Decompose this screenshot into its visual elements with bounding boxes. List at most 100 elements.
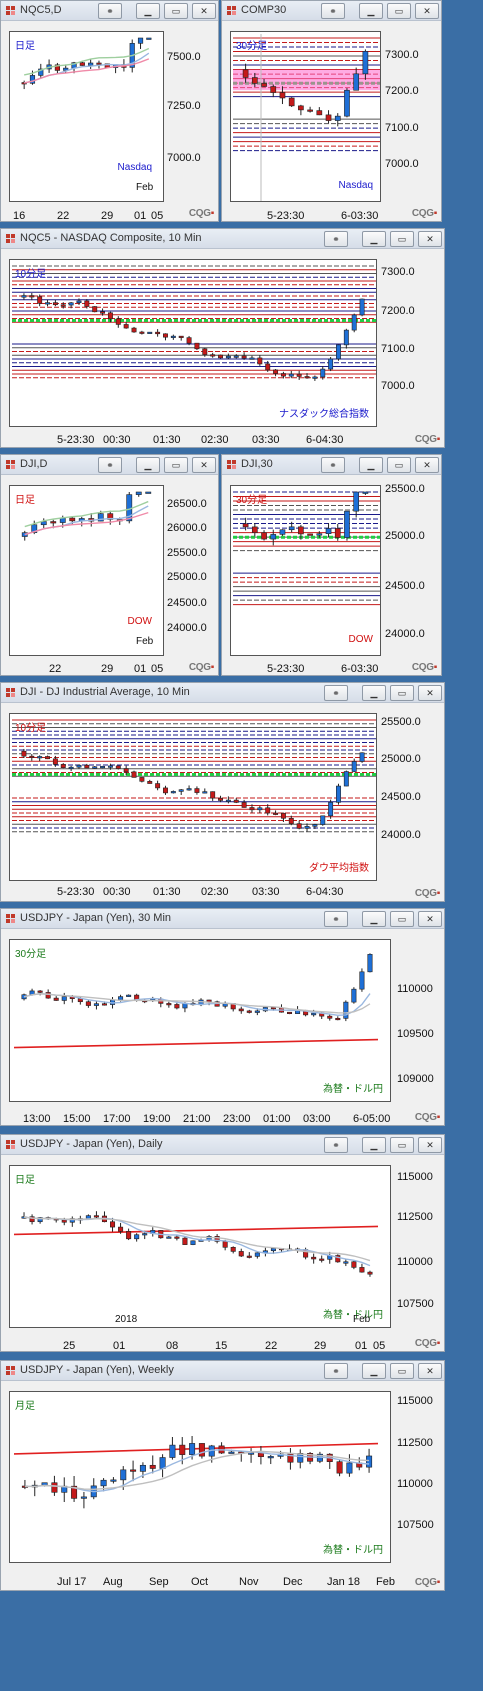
candle <box>257 805 263 813</box>
minimize-icon[interactable]: ▁ <box>136 457 160 473</box>
minimize-icon[interactable]: ▁ <box>362 911 386 927</box>
candle <box>359 298 365 317</box>
close-icon[interactable]: ✕ <box>418 231 442 247</box>
x-axis-tick-label: 6-03:30 <box>341 663 379 675</box>
chart-window[interactable]: USDJPY - Japan (Yen), Daily ⚭ ▁ ▭ ✕ 日足 為替・ドル円 F… <box>0 1134 445 1352</box>
candle <box>336 1459 343 1477</box>
chart-window[interactable]: DJI,D ⚭ ▁ ▭ ✕ 日足 DOW Feb 26500.0 26000.0 25500.0 25… <box>0 454 219 676</box>
chart-plot-area[interactable] <box>9 485 164 656</box>
maximize-icon[interactable]: ▭ <box>390 1363 414 1379</box>
window-titlebar[interactable]: DJI - DJ Industrial Average, 10 Min ⚭ ▁ ▭ ✕ <box>1 683 444 703</box>
moving-average-line <box>23 993 371 1017</box>
candle <box>68 765 74 772</box>
chart-plot-area[interactable] <box>9 31 164 202</box>
candle <box>21 748 27 758</box>
x-axis-tick-label: 22 <box>49 663 62 675</box>
window-titlebar[interactable]: USDJPY - Japan (Yen), Weekly ⚭ ▁ ▭ ✕ <box>1 1361 444 1381</box>
maximize-icon[interactable]: ▭ <box>164 3 188 19</box>
maximize-icon[interactable]: ▭ <box>390 685 414 701</box>
close-icon[interactable]: ✕ <box>418 911 442 927</box>
close-icon[interactable]: ✕ <box>418 1137 442 1153</box>
x-axis-tick-label: Nov <box>239 1576 259 1588</box>
maximize-icon[interactable]: ▭ <box>390 1137 414 1153</box>
maximize-icon[interactable]: ▭ <box>390 231 414 247</box>
chart-window[interactable]: DJI - DJ Industrial Average, 10 Min ⚭ ▁ ▭ ✕ 1… <box>0 682 445 902</box>
candle <box>92 766 98 769</box>
candle <box>296 820 302 830</box>
chart-plot-area[interactable] <box>9 939 391 1102</box>
chart-window[interactable]: COMP30 ⚭ ▁ ▭ ✕ 30分足 Nasdaq 7300.0 7200.0 7100.0 70… <box>221 0 442 222</box>
link-icon[interactable]: ⚭ <box>98 457 122 473</box>
minimize-icon[interactable]: ▁ <box>362 231 386 247</box>
moving-average-line <box>24 1450 370 1491</box>
x-axis-tick-label: 5-23:30 <box>267 210 305 222</box>
window-titlebar[interactable]: NQC5,D ⚭ ▁ ▭ ✕ <box>1 1 218 21</box>
y-axis-tick-label: 25500.0 <box>167 547 207 559</box>
window-title: COMP30 <box>241 4 287 16</box>
y-axis-tick-label: 24000.0 <box>381 829 421 841</box>
candlestick-chart <box>21 491 152 541</box>
maximize-icon[interactable]: ▭ <box>387 457 411 473</box>
candle <box>261 530 267 541</box>
chart-window[interactable]: NQC5 - NASDAQ Composite, 10 Min ⚭ ▁ ▭ ✕ 10分足ナ… <box>0 228 445 448</box>
x-axis-tick-label: 29 <box>314 1340 327 1352</box>
y-axis-tick-label: 107500 <box>397 1298 434 1310</box>
maximize-icon[interactable]: ▭ <box>390 911 414 927</box>
minimize-icon[interactable]: ▁ <box>362 685 386 701</box>
candle <box>218 795 223 803</box>
candle <box>123 322 129 329</box>
candle <box>88 59 94 69</box>
window-titlebar[interactable]: DJI,D ⚭ ▁ ▭ ✕ <box>1 455 218 475</box>
link-icon[interactable]: ⚭ <box>324 911 348 927</box>
candle <box>307 106 313 113</box>
chart-icon <box>227 460 237 470</box>
minimize-icon[interactable]: ▁ <box>362 1137 386 1153</box>
link-icon[interactable]: ⚭ <box>324 1363 348 1379</box>
window-titlebar[interactable]: COMP30 ⚭ ▁ ▭ ✕ <box>222 1 441 21</box>
maximize-icon[interactable]: ▭ <box>164 457 188 473</box>
close-icon[interactable]: ✕ <box>192 3 216 19</box>
chart-window[interactable]: USDJPY - Japan (Yen), Weekly ⚭ ▁ ▭ ✕ 月足 為替・ドル円… <box>0 1360 445 1591</box>
chart-plot-area[interactable] <box>9 259 377 427</box>
window-titlebar[interactable]: DJI,30 ⚭ ▁ ▭ ✕ <box>222 455 441 475</box>
link-icon[interactable]: ⚭ <box>324 1137 348 1153</box>
cqg-logo: CQG▪ <box>414 434 440 445</box>
candle <box>344 510 350 541</box>
candle <box>367 953 373 973</box>
minimize-icon[interactable]: ▁ <box>359 457 383 473</box>
chart-window[interactable]: NQC5,D ⚭ ▁ ▭ ✕ 日足 Nasdaq Feb 7500.0 7250.0 7000.0 1… <box>0 0 219 222</box>
chart-window[interactable]: DJI,30 ⚭ ▁ ▭ ✕ 30分足 DOW 25500.0 25000.0 24500.0 24… <box>221 454 442 676</box>
link-icon[interactable]: ⚭ <box>324 231 348 247</box>
candle <box>170 334 176 340</box>
candle <box>71 1476 78 1502</box>
close-icon[interactable]: ✕ <box>415 457 439 473</box>
cqg-logo: CQG▪ <box>414 1338 440 1349</box>
link-icon[interactable]: ⚭ <box>321 457 345 473</box>
close-icon[interactable]: ✕ <box>415 3 439 19</box>
candle <box>230 1246 236 1254</box>
candle <box>68 301 74 309</box>
candle <box>202 788 208 794</box>
window-titlebar[interactable]: USDJPY - Japan (Yen), 30 Min ⚭ ▁ ▭ ✕ <box>1 909 444 929</box>
chart-plot-area[interactable] <box>230 485 381 656</box>
close-icon[interactable]: ✕ <box>418 1363 442 1379</box>
timeframe-label: 30分足 <box>15 949 47 960</box>
chart-plot-area[interactable] <box>230 31 381 202</box>
minimize-icon[interactable]: ▁ <box>136 3 160 19</box>
candle <box>178 335 184 341</box>
close-icon[interactable]: ✕ <box>418 685 442 701</box>
chart-plot-area[interactable] <box>9 1165 391 1328</box>
link-icon[interactable]: ⚭ <box>324 685 348 701</box>
link-icon[interactable]: ⚭ <box>321 3 345 19</box>
maximize-icon[interactable]: ▭ <box>387 3 411 19</box>
chart-plot-area[interactable] <box>9 1391 391 1563</box>
window-titlebar[interactable]: NQC5 - NASDAQ Composite, 10 Min ⚭ ▁ ▭ ✕ <box>1 229 444 249</box>
window-titlebar[interactable]: USDJPY - Japan (Yen), Daily ⚭ ▁ ▭ ✕ <box>1 1135 444 1155</box>
minimize-icon[interactable]: ▁ <box>359 3 383 19</box>
chart-icon <box>6 1140 16 1150</box>
chart-window[interactable]: USDJPY - Japan (Yen), 30 Min ⚭ ▁ ▭ ✕ 30分足 為替・ド… <box>0 908 445 1126</box>
close-icon[interactable]: ✕ <box>192 457 216 473</box>
link-icon[interactable]: ⚭ <box>98 3 122 19</box>
chart-plot-area[interactable] <box>9 713 377 881</box>
minimize-icon[interactable]: ▁ <box>362 1363 386 1379</box>
